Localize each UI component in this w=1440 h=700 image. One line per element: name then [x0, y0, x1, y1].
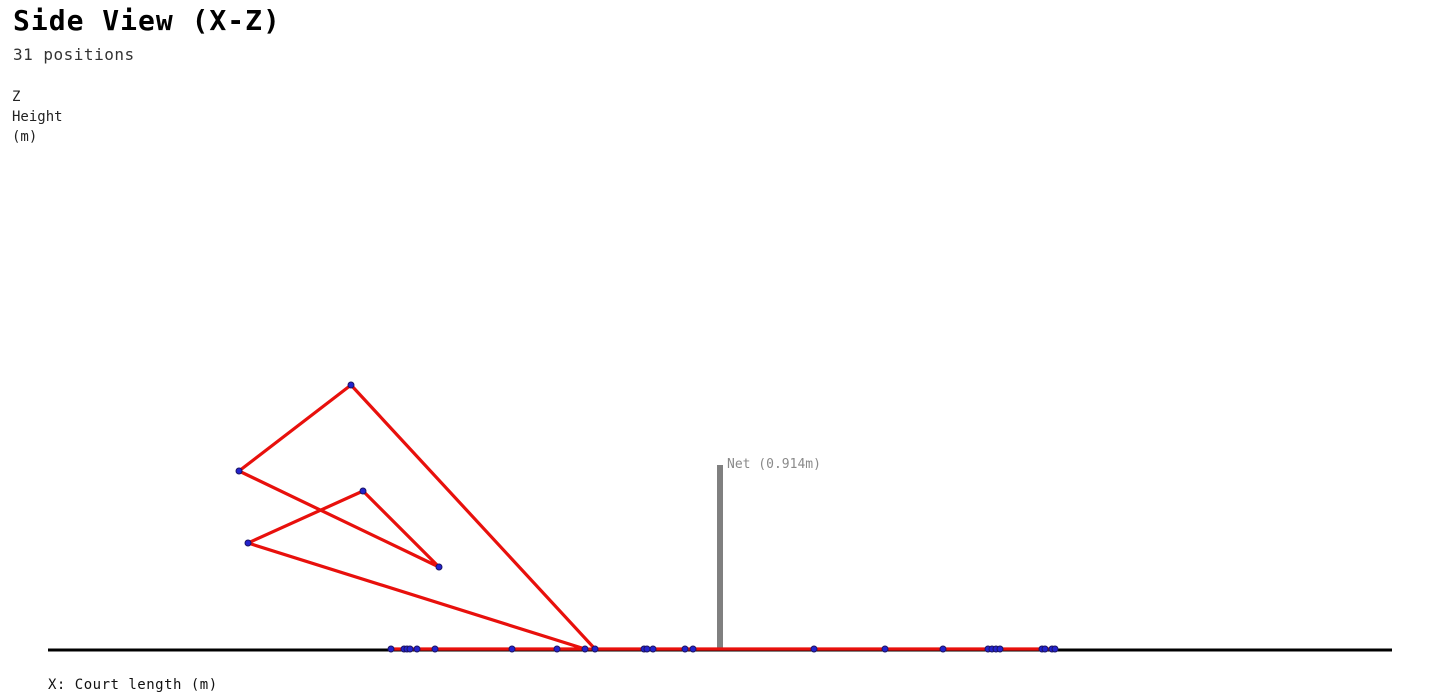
- position-marker: [681, 645, 689, 653]
- position-marker: [939, 645, 947, 653]
- position-marker: [1041, 645, 1049, 653]
- net-label: Net (0.914m): [727, 457, 821, 472]
- y-axis-label: Z Height (m): [12, 89, 63, 145]
- chart-title: Side View (X-Z): [13, 4, 281, 37]
- position-marker: [347, 381, 355, 389]
- position-marker: [689, 645, 697, 653]
- position-marker: [435, 563, 443, 571]
- position-marker: [406, 645, 414, 653]
- position-marker: [649, 645, 657, 653]
- position-marker: [235, 467, 243, 475]
- position-marker: [413, 645, 421, 653]
- position-marker: [581, 645, 589, 653]
- position-marker: [508, 645, 516, 653]
- net-group: [717, 465, 723, 650]
- position-marker: [996, 645, 1004, 653]
- x-axis-label: X: Court length (m): [48, 677, 218, 693]
- position-marker: [591, 645, 599, 653]
- position-marker: [244, 539, 252, 547]
- position-marker: [643, 645, 651, 653]
- position-marker: [1051, 645, 1059, 653]
- position-marker: [387, 645, 395, 653]
- position-marker: [881, 645, 889, 653]
- position-marker: [431, 645, 439, 653]
- position-marker: [553, 645, 561, 653]
- position-marker: [810, 645, 818, 653]
- chart-subtitle: 31 positions: [13, 45, 135, 64]
- position-marker: [359, 487, 367, 495]
- trajectory-group: [237, 383, 1057, 651]
- position-markers-group: [235, 381, 1059, 653]
